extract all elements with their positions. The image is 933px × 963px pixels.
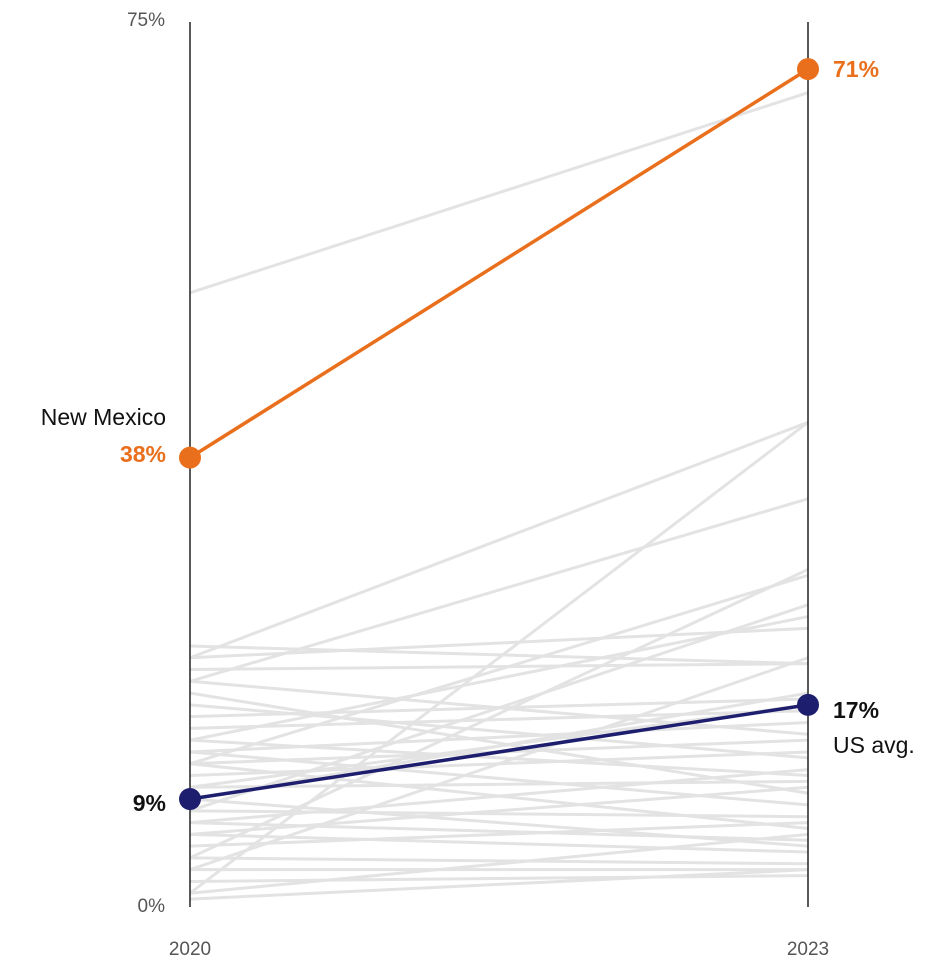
- new-mexico-line: [189, 67, 809, 460]
- us-avg-point-2020: [179, 788, 201, 811]
- x-tick-2023: 2023: [787, 939, 829, 960]
- background-line-28: [189, 821, 809, 848]
- highlight-lines: [179, 58, 819, 811]
- background-line-4: [189, 568, 809, 860]
- background-line-19: [189, 750, 809, 777]
- us-avg-2020-label: 9%: [133, 790, 166, 816]
- background-line-35: [189, 874, 809, 883]
- background-state-lines: [189, 91, 809, 901]
- background-line-22: [189, 738, 809, 777]
- background-line-36: [189, 832, 809, 895]
- y-tick-top: 75%: [127, 10, 165, 31]
- background-line-33: [189, 856, 809, 866]
- new-mexico-2023-label: 71%: [833, 56, 879, 82]
- us-avg-2023-label: 17%: [833, 697, 879, 723]
- background-line-25: [189, 691, 809, 795]
- y-tick-bottom: 0%: [138, 896, 166, 917]
- background-line-31: [189, 797, 809, 848]
- background-line-15: [189, 709, 809, 730]
- new-mexico-point-2023: [797, 58, 819, 81]
- background-line-17: [189, 679, 809, 736]
- background-line-13: [189, 644, 809, 666]
- background-line-37: [189, 868, 809, 901]
- us-avg-point-2023: [797, 693, 819, 716]
- background-line-12: [189, 662, 809, 672]
- background-line-29: [189, 762, 809, 830]
- new-mexico-point-2020: [179, 446, 201, 469]
- new-mexico-name-label: New Mexico: [41, 404, 166, 430]
- us-avg-name-label: US avg.: [833, 732, 915, 758]
- background-line-11: [189, 691, 809, 801]
- background-line-32: [189, 832, 809, 854]
- background-line-27: [189, 809, 809, 819]
- new-mexico-2020-label: 38%: [120, 441, 166, 467]
- background-line-23: [189, 779, 809, 789]
- background-line-0: [189, 91, 809, 295]
- us-avg-line: [189, 703, 809, 801]
- background-line-26: [189, 750, 809, 807]
- background-line-8: [189, 626, 809, 660]
- background-line-5: [189, 573, 809, 766]
- background-line-1: [189, 420, 809, 660]
- background-line-7: [189, 615, 809, 742]
- background-line-20: [189, 703, 809, 760]
- x-tick-2020: 2020: [169, 939, 211, 960]
- background-line-3: [189, 497, 809, 683]
